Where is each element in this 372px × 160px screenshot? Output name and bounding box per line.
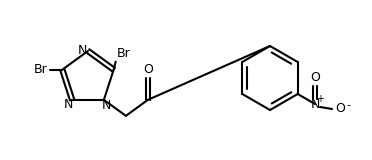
Text: O: O bbox=[335, 103, 345, 116]
Text: N: N bbox=[310, 97, 320, 111]
Text: Br: Br bbox=[117, 47, 131, 60]
Text: N: N bbox=[102, 99, 112, 112]
Text: -: - bbox=[346, 100, 350, 110]
Text: +: + bbox=[316, 94, 324, 104]
Text: N: N bbox=[77, 44, 87, 56]
Text: O: O bbox=[143, 63, 153, 76]
Text: N: N bbox=[64, 98, 73, 111]
Text: Br: Br bbox=[33, 63, 47, 76]
Text: O: O bbox=[310, 71, 320, 84]
